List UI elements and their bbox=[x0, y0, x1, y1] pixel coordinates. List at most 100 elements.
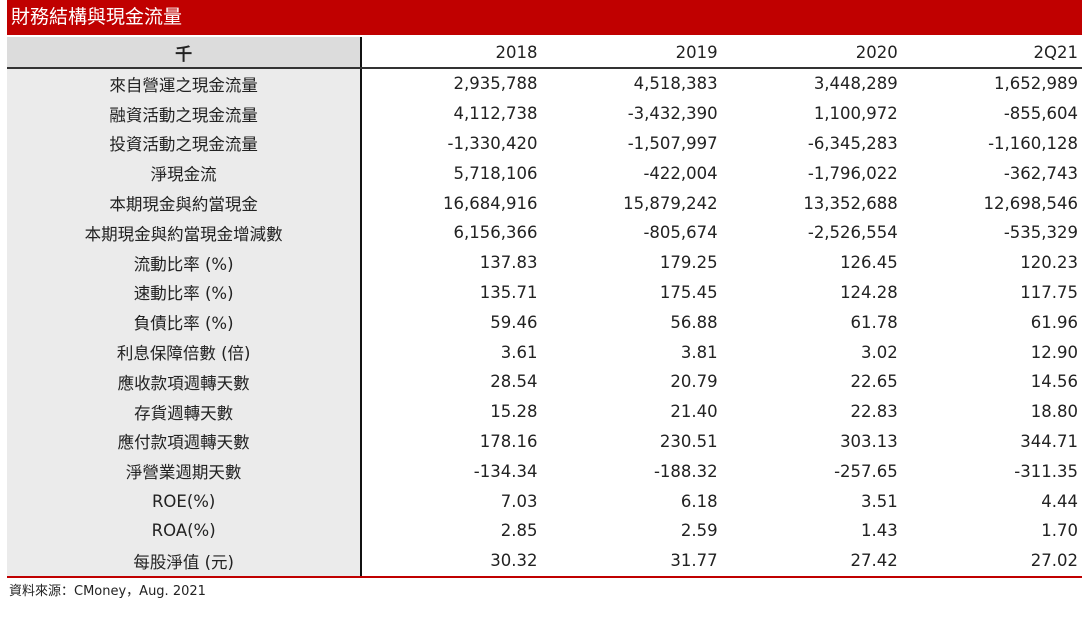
table-cell: -535,329 bbox=[1003, 223, 1078, 243]
table-cell: 6.18 bbox=[680, 491, 718, 511]
table-row: 來自營運之現金流量 2,935,788 4,518,383 3,448,289 1,65… bbox=[7, 68, 1082, 99]
row-label: 投資活動之現金流量 bbox=[7, 128, 363, 159]
table-cell: -257.65 bbox=[834, 461, 898, 481]
column-header-2020: 2020 bbox=[721, 37, 902, 69]
row-label: 來自營運之現金流量 bbox=[7, 68, 363, 99]
row-label: 本期現金與約當現金 bbox=[7, 188, 363, 218]
table-cell: -805,674 bbox=[643, 223, 718, 243]
table-cell: -1,507,997 bbox=[627, 133, 718, 153]
table-cell: 230.51 bbox=[659, 431, 718, 451]
table-cell: 1.43 bbox=[861, 521, 898, 541]
table-cell: 30.32 bbox=[490, 551, 538, 571]
table-cell: 21.40 bbox=[670, 402, 718, 422]
table-cell: 4,112,738 bbox=[453, 104, 538, 124]
table-row: 利息保障倍數 (倍) 3.61 3.81 3.02 12.90 bbox=[7, 337, 1082, 367]
table-cell: -1,330,420 bbox=[447, 133, 538, 153]
table-cell: 175.45 bbox=[659, 282, 718, 302]
table-cell: -134.34 bbox=[473, 461, 538, 481]
table-row: 速動比率 (%) 135.71 175.45 124.28 117.75 bbox=[7, 277, 1082, 308]
table-row: 投資活動之現金流量 -1,330,420 -1,507,997 -6,345,283 -… bbox=[7, 128, 1082, 159]
column-header-2018: 2018 bbox=[361, 37, 542, 69]
table-cell: 61.96 bbox=[1030, 312, 1078, 332]
table-cell: 3.02 bbox=[861, 342, 898, 362]
row-label: 存貨週轉天數 bbox=[7, 396, 363, 427]
table-cell: 1.70 bbox=[1041, 521, 1078, 541]
table-cell: 178.16 bbox=[479, 431, 538, 451]
source-note: 資料來源：CMoney，Aug. 2021 bbox=[9, 584, 206, 599]
table-row: 存貨週轉天數 15.28 21.40 22.83 18.80 bbox=[7, 396, 1082, 427]
table-cell: -188.32 bbox=[653, 461, 718, 481]
table-cell: -1,796,022 bbox=[807, 163, 898, 183]
table-cell: 124.28 bbox=[840, 282, 898, 302]
table-row: 本期現金與約當現金 16,684,916 15,879,242 13,352,688 1… bbox=[7, 188, 1082, 218]
row-label: 負債比率 (%) bbox=[7, 307, 363, 338]
header-row: 千 2018 2019 2020 2Q21 bbox=[7, 37, 1082, 69]
table-cell: 27.02 bbox=[1030, 551, 1078, 571]
table-cell: 1,100,972 bbox=[813, 104, 898, 124]
table-cell: 15.28 bbox=[490, 402, 538, 422]
table-cell: -855,604 bbox=[1003, 104, 1078, 124]
table-cell: 117.75 bbox=[1020, 282, 1078, 302]
table-cell: 18.80 bbox=[1030, 402, 1078, 422]
table-cell: 6,156,366 bbox=[453, 223, 538, 243]
column-header-2q21: 2Q21 bbox=[901, 37, 1082, 69]
table-cell: 3.51 bbox=[861, 491, 898, 511]
table-cell: -3,432,390 bbox=[627, 104, 718, 124]
table-cell: -2,526,554 bbox=[807, 223, 898, 243]
table-cell: 3,448,289 bbox=[813, 74, 898, 94]
table-cell: -422,004 bbox=[643, 163, 718, 183]
table-cell: 12,698,546 bbox=[983, 193, 1078, 213]
table-row: 應收款項週轉天數 28.54 20.79 22.65 14.56 bbox=[7, 366, 1082, 397]
table-cell: 7.03 bbox=[500, 491, 538, 511]
table-row: 本期現金與約當現金增減數 6,156,366 -805,674 -2,526,554 -… bbox=[7, 217, 1082, 248]
table-bottom-rule bbox=[7, 576, 1082, 578]
table-cell: 2.59 bbox=[680, 521, 718, 541]
table-cell: 56.88 bbox=[670, 312, 718, 332]
table-cell: 28.54 bbox=[490, 372, 538, 392]
table-row: ROA(%) 2.85 2.59 1.43 1.70 bbox=[7, 515, 1082, 546]
table-cell: 15,879,242 bbox=[623, 193, 718, 213]
row-label: 應收款項週轉天數 bbox=[7, 366, 363, 397]
table-row: ROE(%) 7.03 6.18 3.51 4.44 bbox=[7, 486, 1082, 516]
table-cell: 120.23 bbox=[1020, 253, 1078, 273]
table-cell: 303.13 bbox=[840, 431, 898, 451]
table-row: 負債比率 (%) 59.46 56.88 61.78 61.96 bbox=[7, 307, 1082, 338]
unit-header: 千 bbox=[7, 37, 363, 69]
row-label: 本期現金與約當現金增減數 bbox=[7, 217, 363, 248]
table-cell: 3.61 bbox=[500, 342, 538, 362]
table-row: 淨營業週期天數 -134.34 -188.32 -257.65 -311.35 bbox=[7, 456, 1082, 487]
table-cell: -6,345,283 bbox=[807, 133, 898, 153]
table-cell: 344.71 bbox=[1020, 431, 1078, 451]
table-cell: 135.71 bbox=[479, 282, 538, 302]
table-cell: 22.65 bbox=[850, 372, 898, 392]
table-cell: 126.45 bbox=[840, 253, 898, 273]
table-cell: 2.85 bbox=[500, 521, 538, 541]
row-label: 利息保障倍數 (倍) bbox=[7, 337, 363, 367]
table-row: 流動比率 (%) 137.83 179.25 126.45 120.23 bbox=[7, 247, 1082, 278]
table-body: 來自營運之現金流量 2,935,788 4,518,383 3,448,289 1,65… bbox=[7, 68, 1082, 576]
table-cell: 179.25 bbox=[659, 253, 718, 273]
table-cell: 31.77 bbox=[670, 551, 718, 571]
row-label: ROE(%) bbox=[7, 486, 363, 516]
table-cell: 1,652,989 bbox=[994, 74, 1078, 94]
row-label: 淨營業週期天數 bbox=[7, 456, 363, 487]
table-cell: -1,160,128 bbox=[988, 133, 1078, 153]
row-label: 流動比率 (%) bbox=[7, 247, 363, 278]
table-title: 財務結構與現金流量 bbox=[7, 0, 1082, 35]
table-cell: -311.35 bbox=[1014, 461, 1078, 481]
table-cell: 20.79 bbox=[670, 372, 718, 392]
table-cell: 59.46 bbox=[490, 312, 538, 332]
table-row: 每股淨值 (元) 30.32 31.77 27.42 27.02 bbox=[7, 545, 1082, 576]
table-cell: 12.90 bbox=[1030, 342, 1078, 362]
row-label: ROA(%) bbox=[7, 515, 363, 546]
table-row: 融資活動之現金流量 4,112,738 -3,432,390 1,100,972 -85… bbox=[7, 98, 1082, 129]
table-cell: 16,684,916 bbox=[443, 193, 538, 213]
table-cell: 137.83 bbox=[479, 253, 538, 273]
table-cell: -362,743 bbox=[1003, 163, 1078, 183]
table-cell: 3.81 bbox=[680, 342, 718, 362]
financial-table: 千 2018 2019 2020 2Q21 來自營運之現金流量 2,935,788… bbox=[7, 37, 1082, 576]
table-cell: 61.78 bbox=[850, 312, 898, 332]
row-label: 融資活動之現金流量 bbox=[7, 98, 363, 129]
table-cell: 27.42 bbox=[850, 551, 898, 571]
table-cell: 4.44 bbox=[1041, 491, 1078, 511]
